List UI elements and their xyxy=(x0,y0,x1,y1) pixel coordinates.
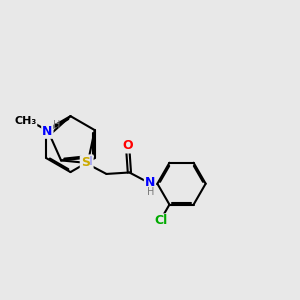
Text: CH₃: CH₃ xyxy=(14,116,36,126)
Text: N: N xyxy=(42,125,52,138)
Text: S: S xyxy=(81,156,90,169)
Text: N: N xyxy=(145,176,155,189)
Text: H: H xyxy=(52,120,60,130)
Text: N: N xyxy=(82,155,93,168)
Text: H: H xyxy=(147,187,154,197)
Text: O: O xyxy=(123,140,133,152)
Text: Cl: Cl xyxy=(154,214,167,227)
